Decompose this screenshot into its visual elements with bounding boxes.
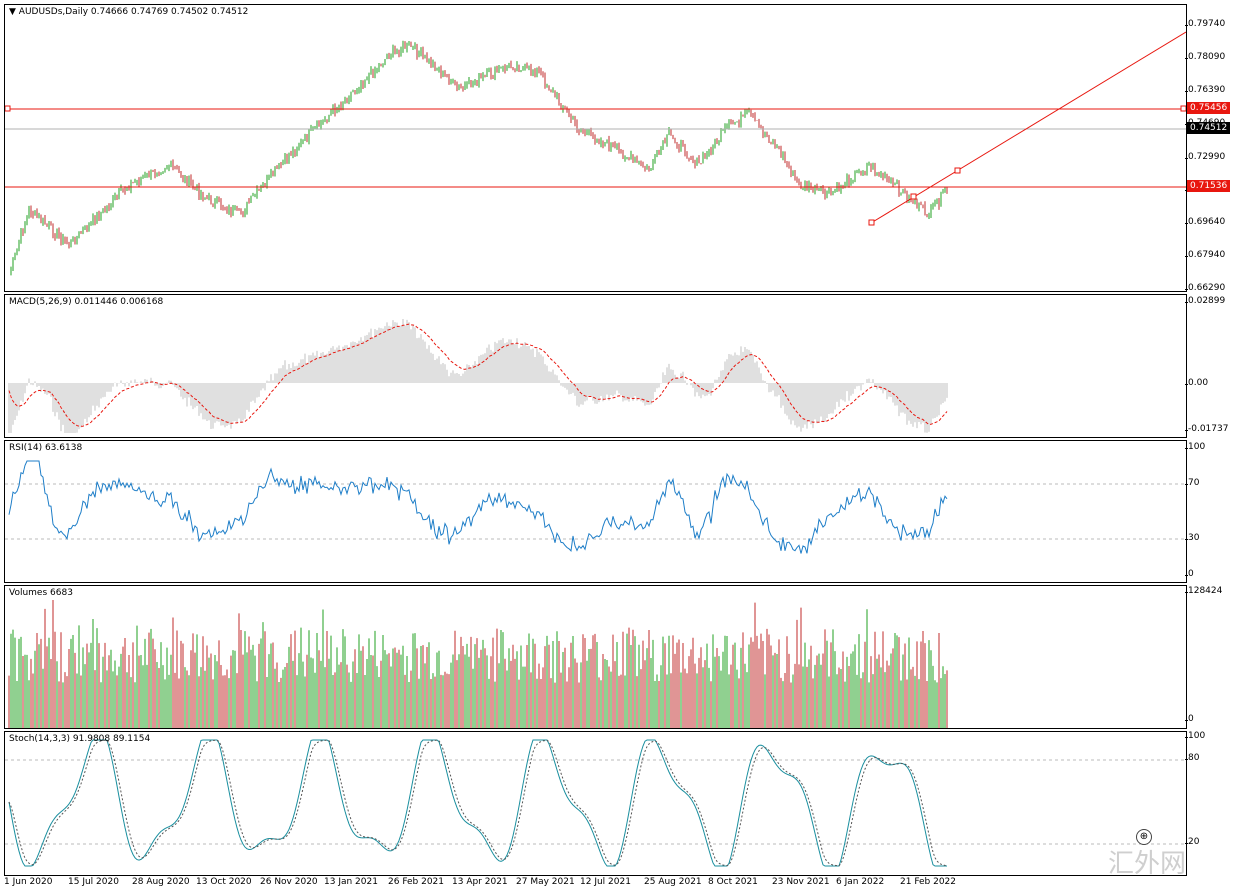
line-handle [1180, 105, 1186, 112]
rsi-axis: 100 70 30 0 [1184, 440, 1234, 583]
date-label: 26 Feb 2021 [388, 877, 445, 887]
macd-axis: 0.02899 0.00 -0.01737 [1184, 294, 1234, 438]
rsi-tick: 70 [1184, 478, 1200, 488]
stoch-lines [5, 739, 1186, 867]
stoch-pane[interactable]: Stoch(14,3,3) 91.9808 89.1154 [4, 731, 1187, 876]
date-label: 13 Jan 2021 [324, 877, 378, 887]
trendline [870, 31, 1186, 224]
line-handle [5, 105, 11, 112]
price-tick: 0.76390 [1184, 85, 1226, 95]
macd-tick: 0.00 [1184, 378, 1209, 388]
trendline-handle [954, 167, 961, 174]
date-label: 13 Apr 2021 [452, 877, 508, 887]
date-label: 25 Aug 2021 [644, 877, 702, 887]
stoch-label: Stoch(14,3,3) 91.9808 89.1154 [9, 734, 151, 744]
price-candles [5, 31, 1186, 276]
rsi-label: RSI(14) 63.6138 [9, 443, 83, 453]
symbol-ohlc-label: AUDUSDs,Daily 0.74666 0.74769 0.74502 0.… [18, 7, 249, 17]
macd-signal-line [8, 323, 948, 427]
collapse-arrow-icon[interactable]: ▼ [9, 7, 16, 17]
level-price-tag: 0.75456 [1187, 102, 1231, 114]
date-label: 13 Oct 2020 [196, 877, 252, 887]
rsi-line [8, 460, 948, 554]
stoch-tick: 80 [1184, 753, 1200, 763]
volumes-axis: 128424 0 [1184, 585, 1234, 729]
stoch-d-line [8, 739, 948, 867]
date-label: 27 May 2021 [516, 877, 575, 887]
rsi-tick: 100 [1184, 442, 1206, 452]
macd-tick: -0.01737 [1184, 424, 1229, 434]
rsi-line [5, 460, 1186, 554]
trendline-handle [868, 219, 875, 226]
price-tick: 0.67940 [1184, 250, 1226, 260]
volume-tick: 0 [1185, 714, 1194, 724]
stoch-tick: 100 [1184, 731, 1206, 741]
rsi-tick: 30 [1184, 533, 1200, 543]
rsi-pane[interactable]: RSI(14) 63.6138 [4, 440, 1187, 583]
price-tick: 0.78090 [1184, 52, 1226, 62]
stoch-k-line [8, 739, 947, 867]
stoch-tick: 20 [1184, 837, 1200, 847]
date-label: 1 Jun 2020 [4, 877, 53, 887]
date-label: 8 Oct 2021 [708, 877, 758, 887]
level-price-tag: 0.71536 [1187, 180, 1231, 192]
price-tick: 0.72990 [1184, 152, 1226, 162]
zoom-icon[interactable]: ⊕ [1136, 829, 1152, 845]
macd-histogram [8, 318, 948, 433]
price-axis: 0.79740 0.78090 0.76390 0.74690 0.72990 … [1184, 4, 1234, 293]
volume-bars [8, 600, 948, 728]
price-tick: 0.79740 [1184, 19, 1226, 29]
macd-label: MACD(5,26,9) 0.011446 0.006168 [9, 297, 164, 307]
macd-pane[interactable]: MACD(5,26,9) 0.011446 0.006168 [4, 294, 1187, 438]
date-label: 23 Nov 2021 [772, 877, 830, 887]
date-label: 21 Feb 2022 [900, 877, 957, 887]
volumes-pane[interactable]: Volumes 6683 [4, 585, 1187, 729]
rsi-tick: 0 [1185, 569, 1194, 579]
date-label: 12 Jul 2021 [580, 877, 631, 887]
price-chart-pane[interactable]: ▼ AUDUSDs,Daily 0.74666 0.74769 0.74502 … [4, 4, 1187, 292]
watermark-logo: 汇外网 [1108, 849, 1187, 879]
date-label: 15 Jul 2020 [68, 877, 119, 887]
date-label: 6 Jan 2022 [836, 877, 885, 887]
stoch-axis: 100 80 20 [1184, 731, 1234, 876]
volumes-label: Volumes 6683 [9, 588, 73, 598]
price-tick: 0.66290 [1184, 283, 1226, 293]
price-tick: 0.69640 [1184, 217, 1226, 227]
price-chart-title: ▼ AUDUSDs,Daily 0.74666 0.74769 0.74502 … [9, 7, 248, 17]
date-label: 28 Aug 2020 [132, 877, 190, 887]
trendline-handle [910, 193, 917, 200]
date-label: 26 Nov 2020 [260, 877, 318, 887]
time-axis: 1 Jun 2020 15 Jul 2020 28 Aug 2020 13 Oc… [0, 876, 1185, 894]
volume-tick: 128424 [1184, 586, 1223, 596]
current-price-tag: 0.74512 [1187, 122, 1231, 134]
macd-tick: 0.02899 [1184, 296, 1226, 306]
